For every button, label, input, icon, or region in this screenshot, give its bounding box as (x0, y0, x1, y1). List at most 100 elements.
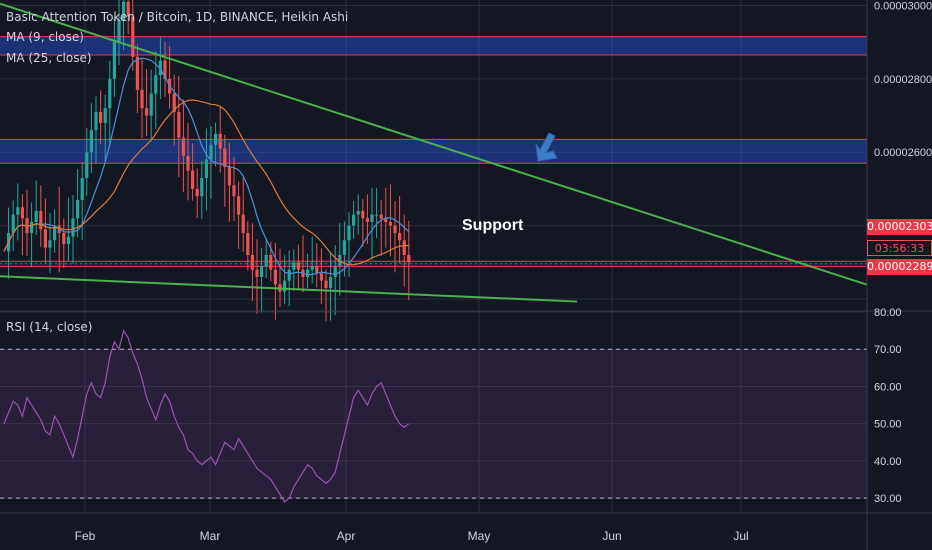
candle-62 (287, 250, 291, 306)
countdown-tag: 03:56:33 (867, 240, 932, 256)
candle-19 (89, 103, 93, 173)
lower-trendline (0, 275, 578, 303)
ma9-line (3, 57, 410, 276)
candle-40 (186, 122, 190, 201)
candle-69 (319, 248, 323, 304)
time-tick-jul: Jul (733, 529, 748, 543)
candle-18 (85, 128, 89, 196)
candle-17 (80, 161, 84, 240)
candle-70 (324, 269, 328, 322)
support-bottom-price-tag: 0.00002289 (867, 259, 932, 275)
candle-53 (246, 221, 250, 271)
candle-78 (361, 199, 365, 247)
candle-82 (379, 200, 383, 256)
rsi-band (0, 349, 867, 499)
rsi-legend[interactable]: RSI (14, close) (6, 320, 93, 334)
candle-5 (25, 189, 29, 257)
candle-54 (250, 223, 254, 302)
candle-20 (94, 96, 98, 164)
candle-2 (11, 200, 15, 252)
candle-86 (398, 195, 402, 264)
arrow-icon (535, 132, 558, 162)
rsi-line (3, 329, 410, 503)
candle-66 (306, 253, 310, 289)
zone-0 (0, 36, 867, 56)
candle-32 (149, 69, 153, 142)
candle-51 (237, 181, 241, 249)
support-top-price-tag: 0.00002303 (867, 219, 932, 235)
candle-25 (117, 0, 121, 65)
candle-30 (140, 58, 144, 139)
candle-28 (131, 0, 135, 71)
candle-81 (375, 188, 379, 238)
time-tick-feb: Feb (75, 529, 96, 543)
time-tick-apr: Apr (337, 529, 356, 543)
candle-72 (333, 245, 337, 316)
candle-50 (232, 157, 236, 222)
candle-85 (393, 201, 397, 273)
candle-26 (122, 0, 126, 51)
candle-88 (407, 220, 411, 301)
candle-47 (218, 105, 222, 173)
rsi-tick-2: 60.00 (874, 381, 902, 393)
candle-38 (177, 75, 181, 178)
candle-55 (255, 239, 259, 314)
candle-31 (145, 69, 149, 137)
ma25-legend[interactable]: MA (25, close) (6, 51, 92, 65)
candle-60 (278, 248, 282, 307)
zone-1 (0, 139, 867, 164)
candle-8 (39, 185, 43, 248)
rsi-panel (0, 329, 867, 503)
rsi-tick-0: 80.00 (874, 307, 902, 319)
chart-title: Basic Attention Token / Bitcoin, 1D, BIN… (6, 10, 349, 24)
candle-59 (273, 242, 277, 320)
candle-56 (260, 248, 264, 313)
ma25-line (3, 99, 409, 266)
candle-24 (112, 17, 116, 97)
candle-67 (310, 236, 314, 284)
candle-21 (99, 90, 103, 145)
resistance-support-zones (0, 36, 867, 267)
candle-11 (53, 209, 57, 253)
candle-68 (315, 243, 319, 288)
candle-49 (227, 142, 231, 222)
candle-64 (296, 244, 300, 290)
candle-45 (209, 126, 213, 199)
candle-42 (195, 168, 199, 218)
rsi-tick-3: 50.00 (874, 419, 902, 431)
candle-52 (241, 177, 245, 252)
candle-76 (352, 201, 356, 239)
candle-48 (223, 134, 227, 208)
support-annotation: Support (462, 217, 524, 234)
candle-71 (329, 252, 333, 321)
candle-46 (214, 122, 218, 167)
candle-43 (200, 160, 204, 219)
candle-10 (48, 212, 52, 273)
candle-7 (34, 180, 38, 236)
time-tick-may: May (468, 529, 491, 543)
candle-74 (342, 221, 346, 277)
rsi-tick-5: 30.00 (874, 493, 902, 505)
candle-13 (62, 218, 66, 269)
candle-77 (356, 194, 360, 235)
candle-39 (181, 99, 185, 193)
candle-9 (43, 198, 47, 264)
trendlines (0, 2, 868, 303)
candle-6 (30, 202, 34, 267)
candle-14 (66, 197, 70, 261)
price-tick-0: 0.00003000 (874, 1, 932, 13)
price-tick-2: 0.00002600 (874, 147, 932, 159)
candle-22 (103, 94, 107, 162)
ma9-legend[interactable]: MA (9, close) (6, 30, 84, 44)
rsi-tick-1: 70.00 (874, 344, 902, 356)
time-tick-mar: Mar (200, 529, 221, 543)
price-tick-1: 0.00002800 (874, 74, 932, 86)
candle-16 (76, 169, 80, 238)
rsi-tick-4: 40.00 (874, 456, 902, 468)
time-tick-jun: Jun (602, 529, 621, 543)
candle-41 (191, 143, 195, 201)
candle-27 (126, 0, 130, 35)
candle-80 (370, 187, 374, 260)
